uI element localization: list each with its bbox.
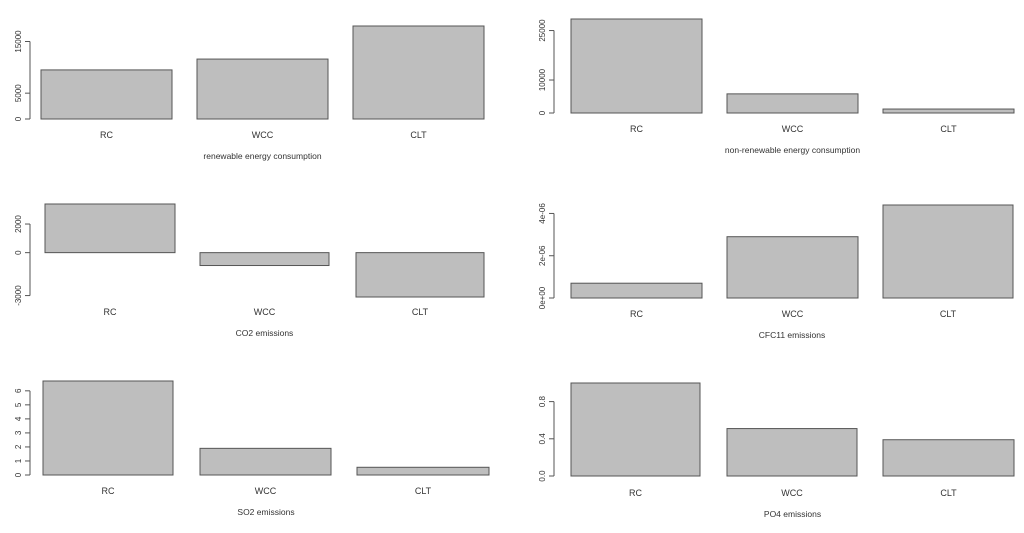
category-label-5-rc: RC [629,488,642,498]
category-label-1-rc: RC [630,124,643,134]
y-tick-label-4-1: 1 [14,458,23,463]
bar-4-clt [356,466,490,476]
bar-4-wcc [199,447,332,476]
category-label-4-wcc: WCC [255,486,277,496]
bar-3-rc [570,282,703,299]
category-label-4-rc: RC [102,486,115,496]
y-tick-label-4-0: 0 [14,472,23,477]
y-tick-label-4-3: 3 [14,430,23,435]
y-tick-label-4-6: 6 [14,388,23,393]
bar-5-clt [882,439,1015,477]
y-tick-label-0-2: 15000 [14,30,23,53]
y-tick-label-5-2: 0.8 [538,395,547,407]
category-label-2-rc: RC [104,307,117,317]
y-tick-label-5-0: 0.0 [538,470,547,482]
category-label-2-clt: CLT [412,307,429,317]
y-tick-label-1-1: 10000 [538,68,547,91]
y-tick-label-3-2: 4e-06 [538,203,547,224]
x-axis-label-0: renewable energy consumption [203,151,321,161]
category-label-1-wcc: WCC [782,124,804,134]
y-tick-label-5-1: 0.4 [538,433,547,445]
bar-1-rc [570,18,703,114]
bar-0-rc [40,69,173,120]
bar-0-wcc [196,58,329,120]
y-tick-label-1-0: 0 [538,110,547,115]
y-tick-label-3-1: 2e-06 [538,245,547,266]
bar-2-clt [355,252,485,298]
category-label-5-clt: CLT [940,488,957,498]
bar-2-wcc [199,252,330,267]
category-label-0-rc: RC [100,130,113,140]
bar-3-wcc [726,236,859,299]
y-tick-label-4-2: 2 [14,444,23,449]
y-tick-label-1-2: 25000 [538,19,547,42]
y-tick-label-2-2: 2000 [14,215,23,233]
y-tick-label-2-1: 0 [14,250,23,255]
y-tick-label-0-0: 0 [14,116,23,121]
y-tick-label-3-0: 0e+00 [538,286,547,309]
bar-1-wcc [726,93,859,114]
bar-0-clt [352,25,485,120]
y-tick-label-2-0: -3000 [14,285,23,306]
category-label-5-wcc: WCC [781,488,803,498]
bar-2-rc [44,203,176,254]
x-axis-label-1: non-renewable energy consumption [725,145,860,155]
bar-5-wcc [726,428,858,477]
category-label-2-wcc: WCC [254,307,276,317]
category-label-0-wcc: WCC [252,130,274,140]
y-tick-label-4-4: 4 [14,416,23,421]
category-label-1-clt: CLT [940,124,957,134]
y-tick-label-4-5: 5 [14,402,23,407]
x-axis-label-2: CO2 emissions [236,328,294,338]
category-label-3-clt: CLT [940,309,957,319]
bar-3-clt [882,204,1014,299]
x-axis-label-5: PO4 emissions [764,509,821,519]
category-label-4-clt: CLT [415,486,432,496]
bar-4-rc [42,380,174,476]
category-label-0-clt: CLT [410,130,427,140]
x-axis-label-3: CFC11 emissions [759,330,825,340]
bar-1-clt [882,108,1015,114]
category-label-3-rc: RC [630,309,643,319]
x-axis-label-4: SO2 emissions [237,507,294,517]
bar-5-rc [570,382,701,477]
category-label-3-wcc: WCC [782,309,804,319]
y-tick-label-0-1: 5000 [14,84,23,102]
